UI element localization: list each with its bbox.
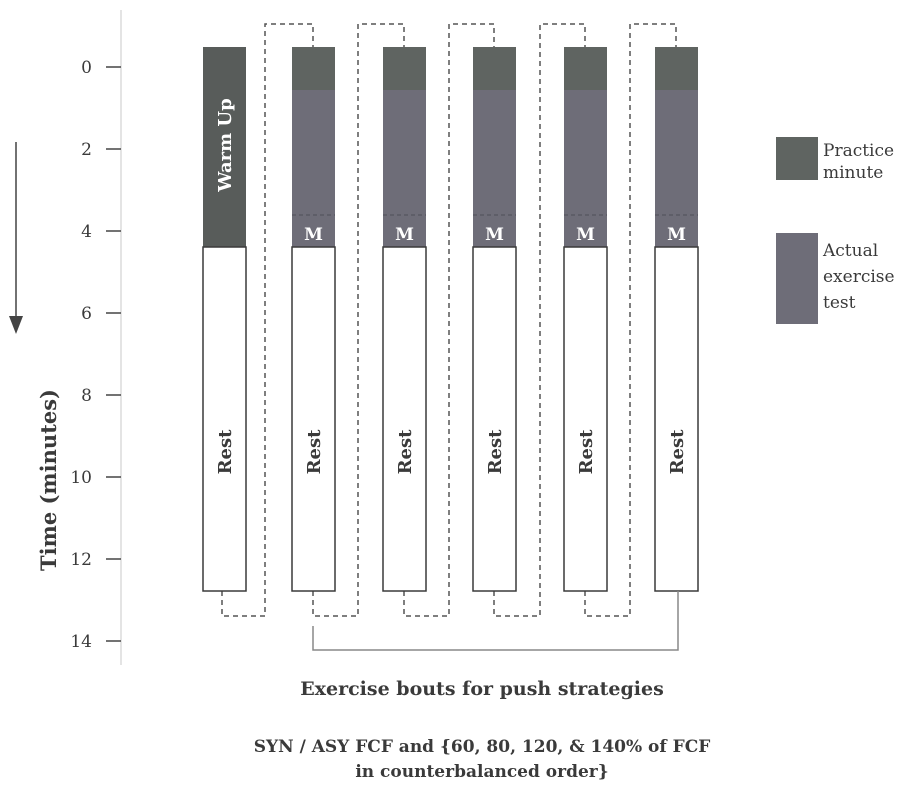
measurement-marker: M <box>667 225 686 245</box>
rest-block <box>291 246 336 592</box>
y-axis-ticks: 0 2 4 6 8 10 12 14 <box>70 58 121 652</box>
time-arrow-icon <box>9 142 23 334</box>
rest-block <box>472 246 517 592</box>
exercise-test-block <box>564 90 607 247</box>
connector-bout1-bout2 <box>312 23 405 617</box>
practice-minute-block <box>564 47 607 90</box>
caption-title: Exercise bouts for push strategies <box>300 678 664 700</box>
y-tick-label: 14 <box>70 632 92 652</box>
bar-bout-4: M Rest <box>563 47 608 592</box>
y-tick-label: 0 <box>81 58 92 78</box>
legend-label-test-line2: exercise <box>823 267 895 287</box>
bouts-bracket <box>312 591 679 651</box>
bar-warmup: Warm Up Rest <box>202 47 247 592</box>
rest-label: Rest <box>667 429 688 475</box>
y-tick-label: 10 <box>70 468 92 488</box>
legend-swatch-test <box>776 233 818 324</box>
bout-connectors <box>221 23 677 617</box>
caption: Exercise bouts for push strategies SYN /… <box>254 678 711 782</box>
measurement-marker: M <box>576 225 595 245</box>
warmup-block <box>203 47 246 247</box>
measurement-marker: M <box>304 225 323 245</box>
measurement-marker: M <box>395 225 414 245</box>
rest-label: Rest <box>304 429 325 475</box>
bar-bout-3: M Rest <box>472 47 517 592</box>
measurement-marker: M <box>485 225 504 245</box>
rest-block <box>654 246 699 592</box>
y-axis: 0 2 4 6 8 10 12 14 Time (minutes) <box>36 10 122 665</box>
legend: Practice minute Actual exercise test <box>776 137 895 324</box>
rest-label: Rest <box>576 429 597 475</box>
bar-bout-1: M Rest <box>291 47 336 592</box>
y-tick-label: 2 <box>81 140 92 160</box>
connector-bout3-bout4 <box>493 23 586 617</box>
y-tick-label: 6 <box>81 304 92 324</box>
connector-bout4-bout5 <box>584 23 677 617</box>
practice-minute-block <box>473 47 516 90</box>
legend-item-practice: Practice minute <box>776 137 894 183</box>
y-axis-label: Time (minutes) <box>36 389 61 571</box>
y-tick-label: 12 <box>70 550 92 570</box>
legend-label-test-line3: test <box>823 293 856 313</box>
rest-block <box>382 246 427 592</box>
bar-bout-5: M Rest <box>654 47 699 592</box>
caption-line-1: SYN / ASY FCF and {60, 80, 120, & 140% o… <box>254 737 711 757</box>
exercise-test-block <box>473 90 516 247</box>
connector-bout2-bout3 <box>403 23 495 617</box>
exercise-test-block <box>655 90 698 247</box>
y-tick-label: 8 <box>81 386 92 406</box>
practice-minute-block <box>383 47 426 90</box>
rest-label: Rest <box>485 429 506 475</box>
rest-label: Rest <box>395 429 416 475</box>
legend-label-practice-line1: Practice <box>823 141 894 161</box>
caption-line-2: in counterbalanced order} <box>355 762 608 782</box>
practice-minute-block <box>292 47 335 90</box>
rest-block <box>563 246 608 592</box>
bar-bout-2: M Rest <box>382 47 427 592</box>
warmup-label: Warm Up <box>215 98 236 192</box>
legend-swatch-practice <box>776 137 818 180</box>
connector-warmup-bout1 <box>221 23 314 617</box>
rest-label: Rest <box>215 429 236 475</box>
exercise-test-block <box>383 90 426 247</box>
exercise-test-block <box>292 90 335 247</box>
bars: Warm Up Rest M Rest M Rest M <box>202 47 699 592</box>
legend-item-test: Actual exercise test <box>776 233 895 324</box>
y-tick-label: 4 <box>81 222 92 242</box>
practice-minute-block <box>655 47 698 90</box>
rest-block <box>202 246 247 592</box>
legend-label-practice-line2: minute <box>823 163 883 183</box>
legend-label-test-line1: Actual <box>822 241 878 261</box>
